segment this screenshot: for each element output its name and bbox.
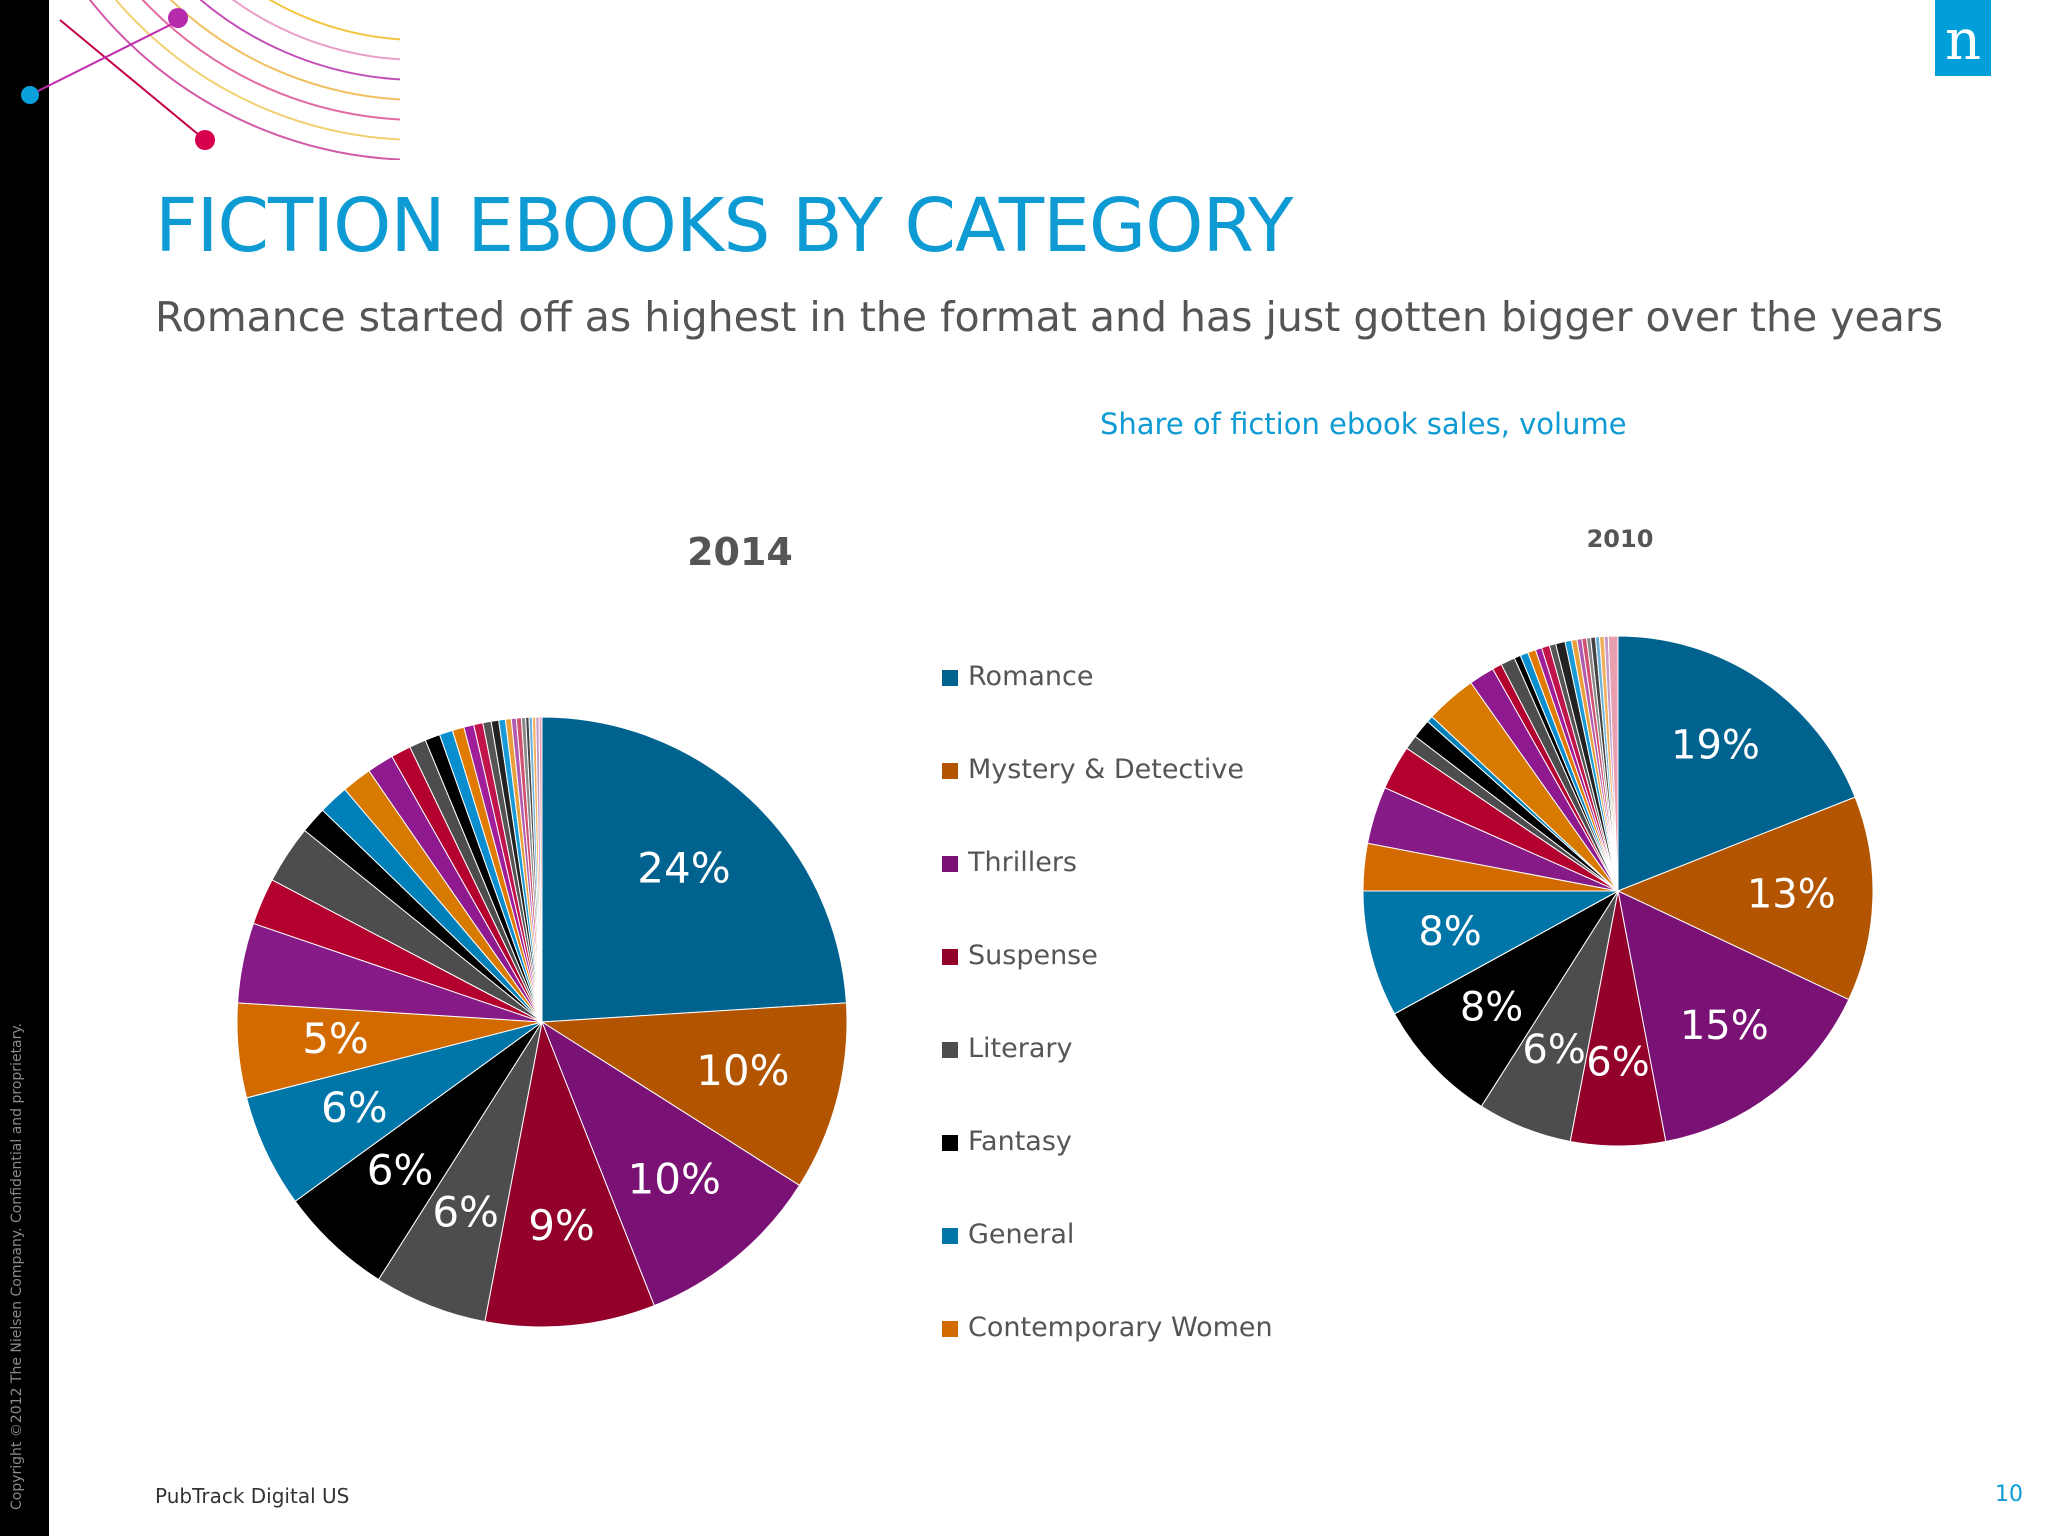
chart-legend: Romance Mystery & Detective Thrillers Su… bbox=[942, 660, 1273, 1404]
pie-slice-general bbox=[1362, 890, 1619, 1015]
data-label-general: 8% bbox=[1418, 909, 1481, 955]
pie-2010-title: 2010 bbox=[1586, 525, 1654, 553]
data-label-literary: 6% bbox=[432, 1187, 499, 1236]
decorative-arcs bbox=[21, 0, 400, 160]
legend-item: Literary bbox=[942, 1032, 1273, 1125]
legend-label: Fantasy bbox=[968, 1126, 1072, 1157]
legend-swatch bbox=[942, 1228, 958, 1244]
nielsen-logo: n bbox=[1935, 0, 1991, 76]
data-label-suspense: 6% bbox=[1586, 1039, 1649, 1085]
legend-swatch bbox=[942, 1135, 958, 1151]
legend-swatch bbox=[942, 763, 958, 779]
data-label-romance: 24% bbox=[637, 843, 730, 892]
pie-slice-other-26 bbox=[1607, 635, 1619, 892]
legend-item: Suspense bbox=[942, 939, 1273, 1032]
pie-slice-thrillers bbox=[1617, 890, 1850, 1143]
pie-2014-title: 2014 bbox=[687, 530, 793, 574]
legend-label: Romance bbox=[968, 661, 1094, 692]
pie-slice-romance bbox=[541, 716, 847, 1023]
pie-slice-romance bbox=[1617, 635, 1856, 892]
legend-swatch bbox=[942, 949, 958, 965]
legend-label: General bbox=[968, 1219, 1075, 1250]
page-title: FICTION EBOOKS BY CATEGORY bbox=[155, 183, 1293, 269]
page-number: 10 bbox=[1995, 1482, 2023, 1507]
legend-item: Fantasy bbox=[942, 1125, 1273, 1218]
pie-slice-mystery-detective bbox=[540, 1002, 848, 1187]
data-label-romance: 19% bbox=[1671, 723, 1760, 769]
data-label-fantasy: 8% bbox=[1460, 985, 1523, 1031]
legend-swatch bbox=[942, 1042, 958, 1058]
legend-swatch bbox=[942, 670, 958, 686]
pie-slice-suspense bbox=[484, 1020, 655, 1328]
legend-item: Contemporary Women bbox=[942, 1311, 1273, 1404]
legend-label: Literary bbox=[968, 1033, 1073, 1064]
legend-label: Thrillers bbox=[968, 847, 1077, 878]
data-label-suspense: 9% bbox=[528, 1201, 595, 1250]
legend-swatch bbox=[942, 856, 958, 872]
decor-dot-purple bbox=[168, 8, 188, 28]
legend-label: Contemporary Women bbox=[968, 1312, 1273, 1343]
data-label-thrillers: 10% bbox=[628, 1154, 721, 1203]
data-label-literary: 6% bbox=[1522, 1027, 1585, 1073]
pie-slice-thrillers bbox=[540, 1020, 801, 1307]
data-label-mystery-detective: 10% bbox=[696, 1046, 789, 1095]
legend-label: Suspense bbox=[968, 940, 1098, 971]
data-label-contemporary-women: 5% bbox=[302, 1014, 369, 1063]
data-label-mystery-detective: 13% bbox=[1747, 871, 1836, 917]
data-label-fantasy: 6% bbox=[367, 1146, 434, 1195]
decor-dot-red bbox=[195, 130, 215, 150]
pie-slice-fantasy bbox=[1393, 890, 1619, 1107]
data-label-thrillers: 15% bbox=[1680, 1003, 1769, 1049]
legend-item: Mystery & Detective bbox=[942, 753, 1273, 846]
footer-source: PubTrack Digital US bbox=[155, 1484, 350, 1508]
legend-item: Romance bbox=[942, 660, 1273, 753]
legend-label: Mystery & Detective bbox=[968, 754, 1244, 785]
pie-slice-other-26 bbox=[538, 716, 543, 1023]
pie-slice-mystery-detective bbox=[1616, 796, 1874, 1001]
chart-caption: Share of fiction ebook sales, volume bbox=[1100, 407, 1627, 441]
legend-item: General bbox=[942, 1218, 1273, 1311]
page-subtitle: Romance started off as highest in the fo… bbox=[155, 293, 1944, 341]
data-label-general: 6% bbox=[321, 1083, 388, 1132]
legend-item: Thrillers bbox=[942, 846, 1273, 939]
legend-swatch bbox=[942, 1321, 958, 1337]
left-brand-bar bbox=[0, 0, 49, 1536]
decor-dot-blue bbox=[21, 86, 39, 104]
